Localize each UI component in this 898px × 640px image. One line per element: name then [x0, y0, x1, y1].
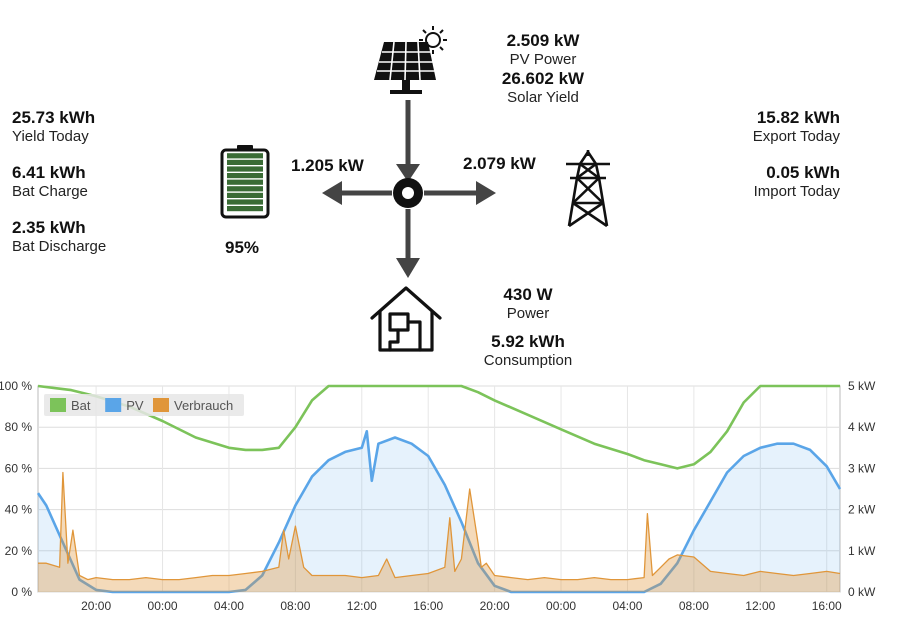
- battery-level-bar: [227, 192, 263, 198]
- y-left-tick: 80 %: [5, 420, 33, 434]
- y-right-tick: 4 kW: [848, 420, 876, 434]
- solar-yield-value: 26.602 kW: [501, 69, 585, 88]
- y-left-tick: 100 %: [0, 379, 32, 393]
- legend-swatch: [50, 398, 66, 412]
- export-today-value: 15.82 kWh: [756, 108, 840, 127]
- battery-level-bar: [227, 199, 263, 205]
- legend-swatch: [105, 398, 122, 412]
- battery-level-bar: [227, 166, 263, 172]
- import-today-value: 0.05 kWh: [766, 163, 840, 182]
- y-right-tick: 2 kW: [848, 503, 876, 517]
- x-tick: 08:00: [679, 599, 709, 613]
- import-today-stat: 0.05 kWh Import Today: [754, 163, 840, 201]
- arrow-right-to-grid: [476, 181, 496, 205]
- bat-discharge-value: 2.35 kWh: [12, 218, 86, 237]
- x-tick: 16:00: [812, 599, 842, 613]
- house-power-value: 430 W: [503, 285, 553, 304]
- x-tick: 00:00: [148, 599, 178, 613]
- y-right-tick: 3 kW: [848, 461, 876, 475]
- y-right-tick: 5 kW: [848, 379, 876, 393]
- battery-level-bar: [227, 159, 263, 165]
- y-right-tick: 0 kW: [848, 585, 876, 599]
- x-tick: 04:00: [612, 599, 642, 613]
- x-tick: 08:00: [280, 599, 310, 613]
- import-today-label: Import Today: [753, 183, 840, 200]
- solar-panel-icon: [374, 26, 447, 94]
- series-line-verbrauch: [38, 471, 841, 581]
- legend-label[interactable]: Verbrauch: [174, 398, 233, 413]
- battery-level-bar: [227, 206, 263, 212]
- legend-box: [44, 394, 244, 416]
- yield-today-stat: 25.73 kWh Yield Today: [12, 108, 95, 146]
- house-power-label: Power: [506, 305, 550, 322]
- bat-charge-value: 6.41 kWh: [12, 163, 86, 182]
- bat-charge-stat: 6.41 kWh Bat Charge: [12, 163, 88, 201]
- plot-area: [37, 385, 841, 593]
- energy-chart: 0 % 20 % 40 % 60 % 80 % 100 % 0 kW 1 kW 2 kW 3 k…: [0, 379, 876, 613]
- export-today-label: Export Today: [752, 128, 840, 145]
- export-today-stat: 15.82 kWh Export Today: [753, 108, 840, 146]
- chart-legend: Bat PV Verbrauch: [44, 394, 244, 416]
- legend-swatch: [153, 398, 169, 412]
- house-consumption-value: 5.92 kWh: [491, 332, 565, 351]
- pv-power-label: PV Power: [509, 51, 577, 68]
- pv-power-value: 2.509 kW: [506, 31, 580, 50]
- bat-discharge-stat: 2.35 kWh Bat Discharge: [12, 218, 106, 256]
- y-left-tick: 0 %: [11, 585, 32, 599]
- y-left-tick: 60 %: [5, 461, 33, 475]
- y-left-tick: 40 %: [5, 503, 33, 517]
- battery-soc: 95%: [225, 238, 260, 257]
- battery-level-bar: [227, 179, 263, 185]
- x-tick: 00:00: [546, 599, 576, 613]
- arrow-down-to-house: [396, 258, 420, 278]
- legend-label[interactable]: PV: [126, 398, 144, 413]
- house-block: 430 W Power 5.92 kWh Consumption: [468, 285, 588, 370]
- grid-flow: 2.079 kW: [463, 154, 536, 173]
- x-tick: 20:00: [81, 599, 111, 613]
- pv-power-block: 2.509 kW PV Power 26.602 kW Solar Yield: [478, 31, 608, 107]
- series-line-bat: [37, 384, 840, 470]
- battery-icon: [220, 145, 270, 219]
- house-icon: [370, 286, 442, 352]
- battery-level-bar: [227, 173, 263, 179]
- bat-charge-label: Bat Charge: [12, 183, 88, 200]
- x-tick: 20:00: [480, 599, 510, 613]
- x-tick: 04:00: [214, 599, 244, 613]
- x-tick: 16:00: [413, 599, 443, 613]
- yield-today-value: 25.73 kWh: [12, 108, 96, 127]
- solar-yield-label: Solar Yield: [507, 89, 579, 106]
- x-tick: 12:00: [745, 599, 775, 613]
- battery-level-bar: [227, 186, 263, 192]
- legend-label[interactable]: Bat: [71, 398, 91, 413]
- arrow-down-from-solar: [396, 164, 420, 182]
- battery-flow: 1.205 kW: [291, 156, 364, 175]
- y-right-tick: 1 kW: [848, 544, 876, 558]
- bat-discharge-label: Bat Discharge: [12, 238, 107, 255]
- arrow-left-to-battery: [322, 181, 342, 205]
- power-tower-icon: [566, 150, 610, 228]
- series-line-pv: [36, 429, 842, 594]
- battery-level-bar: [227, 153, 263, 159]
- x-tick: 12:00: [347, 599, 377, 613]
- series-area-pv: [38, 431, 840, 592]
- house-consumption-label: Consumption: [483, 352, 573, 369]
- y-left-tick: 20 %: [5, 544, 33, 558]
- flow-arrows: [322, 100, 496, 278]
- yield-today-label: Yield Today: [12, 128, 89, 145]
